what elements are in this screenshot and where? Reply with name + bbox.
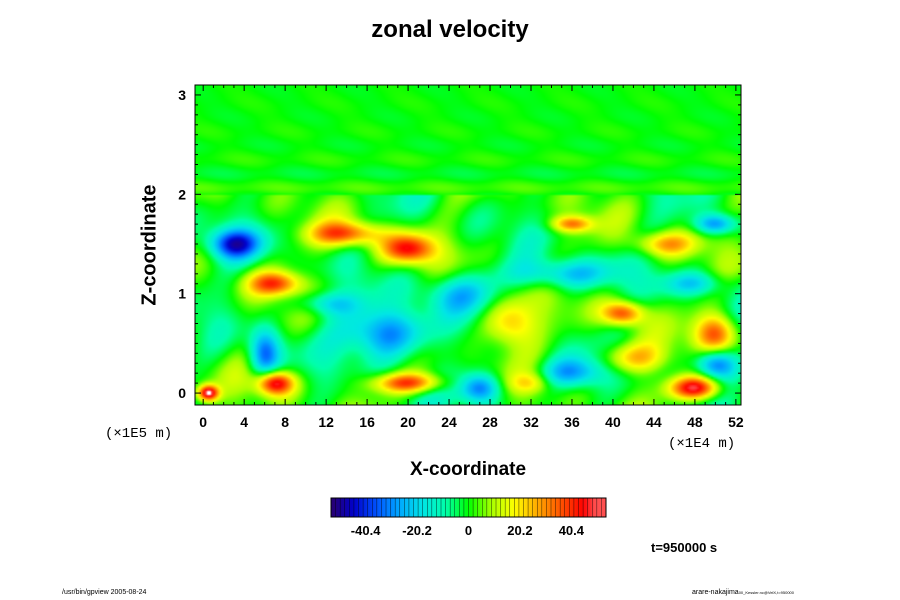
x-tick-label: 32: [523, 414, 539, 430]
x-tick-label: 36: [564, 414, 580, 430]
plot-frame: [194, 84, 742, 406]
colorbar-tick-label: 0: [465, 523, 472, 538]
x-axis-units: (×1E4 m): [668, 436, 736, 452]
colorbar-tick-label: -40.4: [351, 523, 381, 538]
footer-right-main: arare-nakajima: [692, 589, 739, 596]
colorbar-tick-label: 20.2: [507, 523, 532, 538]
x-tick-label: 40: [605, 414, 621, 430]
colorbar-tick-label: -20.2: [402, 523, 432, 538]
x-axis-label: X-coordinate: [409, 459, 527, 480]
x-tick-label: 8: [281, 414, 289, 430]
footer-right: arare-nakajima00_Kessler.nc@VelX,t=95000…: [692, 589, 794, 596]
chart-title: zonal velocity: [371, 16, 529, 43]
time-label: t=950000 s: [651, 540, 718, 555]
x-tick-label: 0: [199, 414, 207, 430]
colorbar-ticks: -40.4 -20.2 0 20.2 40.4: [335, 498, 602, 538]
x-tick-label: 24: [441, 414, 457, 430]
x-tick-label: 16: [359, 414, 375, 430]
y-axis-units: (×1E5 m): [105, 426, 173, 442]
x-tick-label: 28: [482, 414, 498, 430]
x-tick-label: 12: [318, 414, 334, 430]
y-tick-label: 2: [178, 186, 186, 202]
colorbar-tick-label: 40.4: [559, 523, 585, 538]
heatmap-image: [195, 85, 741, 405]
y-tick-label: 1: [178, 286, 186, 302]
y-tick-label: 3: [178, 87, 186, 103]
y-axis-label: Z-coordinate: [138, 184, 161, 306]
footer-left: /usr/bin/gpview 2005-08-24: [62, 589, 147, 596]
x-tick-label: 48: [687, 414, 703, 430]
x-axis-ticks: 0 4 8 12 16 20 24 28 32 36 40 44 48 52: [199, 85, 744, 430]
x-tick-label: 20: [400, 414, 416, 430]
y-tick-label: 0: [178, 385, 186, 401]
x-tick-label: 52: [728, 414, 744, 430]
x-tick-label: 44: [646, 414, 662, 430]
colorbar-frame: [330, 497, 607, 518]
footer-right-small: 00_Kessler.nc@VelX,t=950000: [738, 590, 795, 595]
x-tick-label: 4: [240, 414, 248, 430]
